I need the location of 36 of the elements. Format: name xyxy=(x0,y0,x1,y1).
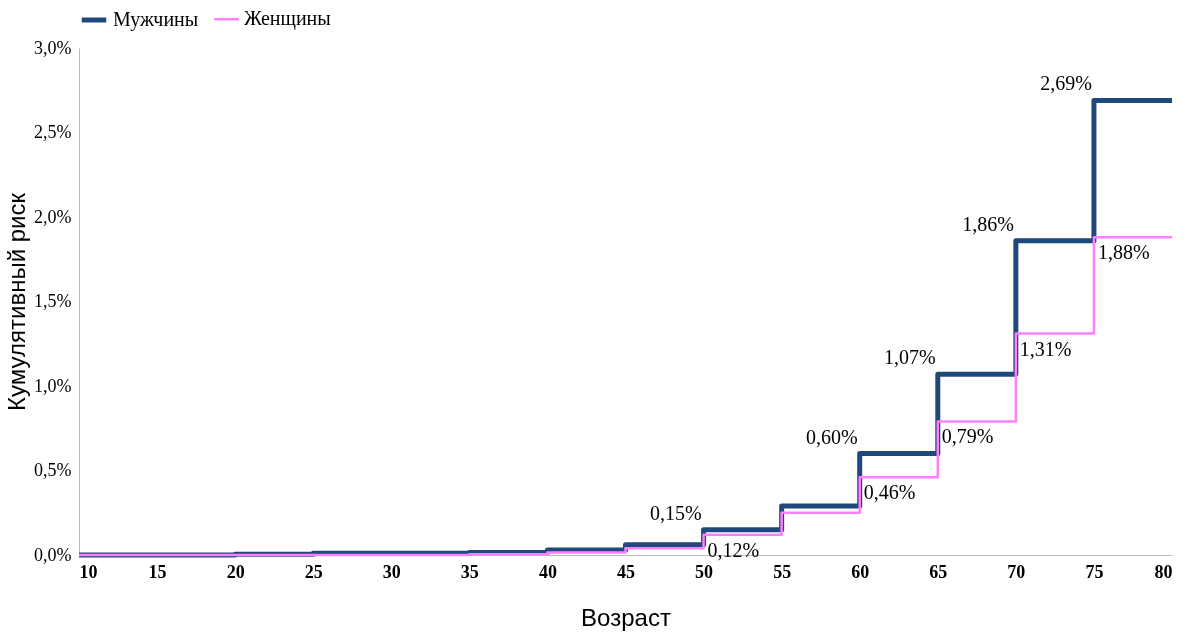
x-tick-label: 60 xyxy=(851,561,870,582)
x-tick-label: 25 xyxy=(304,561,323,582)
x-tick-label: 55 xyxy=(773,561,792,582)
data-label: 2,69% xyxy=(1040,72,1092,95)
data-label: 1,86% xyxy=(962,212,1014,235)
data-label: 0,12% xyxy=(707,538,760,561)
legend-label: Женщины xyxy=(244,7,331,31)
data-label: 1,07% xyxy=(884,346,936,369)
data-label: 0,15% xyxy=(649,501,702,524)
y-tick-label: 3,0% xyxy=(34,37,72,58)
x-tick-label: 15 xyxy=(148,561,167,582)
y-tick-label: 0,0% xyxy=(34,544,72,565)
x-tick-label: 40 xyxy=(538,561,557,582)
x-tick-label: 35 xyxy=(460,561,479,582)
x-tick-label: 65 xyxy=(929,561,948,582)
x-tick-label: 45 xyxy=(617,561,635,582)
x-tick-label: 70 xyxy=(1007,561,1026,582)
data-label: 1,31% xyxy=(1019,337,1072,360)
x-tick-label: 10 xyxy=(79,561,98,582)
x-axis-title: Возраст xyxy=(581,603,671,631)
data-label: 0,79% xyxy=(941,425,994,448)
y-tick-label: 2,5% xyxy=(34,122,72,142)
y-tick-label: 2,0% xyxy=(34,206,72,227)
x-tick-label: 75 xyxy=(1085,561,1104,582)
data-label: 0,46% xyxy=(863,481,916,504)
data-label: 0,60% xyxy=(806,425,858,448)
y-tick-label: 0,5% xyxy=(34,460,72,480)
x-tick-label: 50 xyxy=(695,561,714,582)
x-tick-label: 80 xyxy=(1154,561,1173,582)
y-axis-title: Кумулятивный риск xyxy=(3,192,31,411)
x-tick-label: 20 xyxy=(226,561,245,582)
legend-label: Мужчины xyxy=(113,8,199,31)
x-tick-label: 30 xyxy=(382,561,401,582)
y-tick-label: 1,0% xyxy=(34,375,72,396)
y-tick-label: 1,5% xyxy=(34,291,72,311)
data-label: 1,88% xyxy=(1097,241,1150,264)
